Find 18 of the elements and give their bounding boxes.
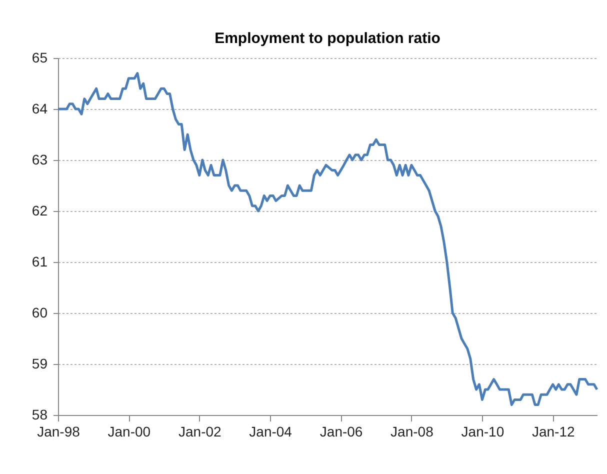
y-tick-label: 65 xyxy=(32,50,48,66)
y-tick-label: 63 xyxy=(32,152,48,168)
y-tick-label: 59 xyxy=(32,356,48,372)
x-tick-label: Jan-08 xyxy=(390,424,434,440)
x-tick-label: Jan-04 xyxy=(249,424,292,440)
y-tick-label: 58 xyxy=(32,406,48,422)
x-tick-label: Jan-00 xyxy=(108,424,151,440)
y-tick-label: 61 xyxy=(32,254,48,270)
x-tick-label: Jan-12 xyxy=(532,424,575,440)
x-tick-label: Jan-02 xyxy=(178,424,222,440)
x-tick-label: Jan-06 xyxy=(320,424,363,440)
x-tick-label: Jan-10 xyxy=(461,424,504,440)
x-tick-label: Jan-98 xyxy=(37,424,80,440)
chart-title: Employment to population ratio xyxy=(214,30,440,47)
y-tick-label: 60 xyxy=(32,304,48,320)
y-tick-label: 64 xyxy=(32,100,48,116)
y-tick-label: 62 xyxy=(32,202,48,218)
line-series xyxy=(56,72,598,406)
